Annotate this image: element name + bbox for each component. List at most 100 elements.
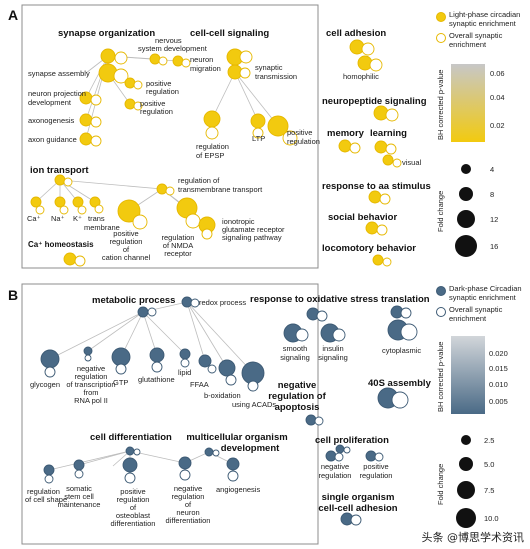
label-cell-diff: cell differentiation bbox=[90, 432, 172, 443]
colorbar-a-tick-1: 0.06 bbox=[490, 69, 505, 78]
colorbar-a-label: BH corrected p-value bbox=[436, 70, 445, 140]
label-synapse-assembly: synapse assembly bbox=[28, 69, 90, 78]
bubble-positive-regulation-1 bbox=[124, 77, 143, 90]
bubble-neuron-projection bbox=[79, 91, 102, 106]
bubble-single-org bbox=[340, 512, 362, 526]
bubble-cell-cell bbox=[226, 48, 253, 66]
bubble-axonogenesis bbox=[79, 113, 102, 128]
label-somatic-stem: somatic stem cell maintenance bbox=[58, 484, 101, 509]
label-40s: 40S assembly bbox=[368, 378, 432, 389]
colorbar-b-tick-4: 0.005 bbox=[489, 397, 508, 406]
label-redox: redox process bbox=[199, 298, 246, 307]
label-neuron-projection: neuron projection development bbox=[28, 89, 86, 107]
bubble-metabolic bbox=[137, 306, 157, 318]
bubble-synaptic-transmission bbox=[227, 64, 251, 80]
size-a-dot-3 bbox=[457, 210, 475, 228]
label-glutathione: glutathione bbox=[138, 375, 175, 384]
legend-a-item1: Light-phase circadian synaptic enrichment bbox=[449, 10, 520, 28]
label-visual: visual bbox=[402, 158, 422, 167]
size-b-dot-4 bbox=[456, 508, 476, 528]
bubble-neg-apoptosis bbox=[305, 414, 324, 426]
bubble-trans-membrane bbox=[89, 196, 104, 214]
size-b-label: Fold change bbox=[436, 464, 445, 505]
label-reg-transmembrane: regulation of transmembrane transport bbox=[178, 176, 263, 194]
colorbar-b-tick-1: 0.020 bbox=[489, 349, 508, 358]
size-b-dot-3 bbox=[457, 481, 475, 499]
label-nervous-system: nervous system development bbox=[138, 36, 208, 53]
label-smooth-signaling: smooth signaling bbox=[280, 344, 310, 362]
bubble-cell-prolif bbox=[335, 444, 351, 454]
legend-b-item2: Overall synaptic enrichment bbox=[449, 305, 503, 323]
bubble-ltp bbox=[250, 113, 266, 139]
bubble-regulation-epsp bbox=[203, 110, 221, 140]
bubble-positive-regulation-2 bbox=[124, 98, 143, 111]
label-neg-reg-neuron: negative regulation of neuron differentiatio… bbox=[166, 484, 211, 525]
bubble-redox bbox=[181, 296, 200, 308]
label-ca-homeo: Ca⁺ homeostasis bbox=[28, 240, 94, 249]
label-multicell: multicellular organism development bbox=[186, 432, 287, 454]
bubble-synapse-org bbox=[100, 48, 128, 65]
label-negative-regulation: negative regulation bbox=[319, 462, 352, 480]
label-response-aa: response to aa stimulus bbox=[322, 181, 431, 192]
size-a-dot-2 bbox=[459, 187, 473, 201]
label-k: K⁺ bbox=[73, 214, 82, 223]
label-translation: translation bbox=[381, 294, 430, 305]
label-neg-apoptosis: negative regulation of apoptosis bbox=[268, 380, 326, 413]
bubble-axon-guidance bbox=[79, 132, 102, 147]
panel-b-letter: B bbox=[8, 287, 18, 303]
legend-a-item2: Overall synaptic enrichment bbox=[449, 31, 503, 49]
label-using-acads: using ACADs bbox=[232, 400, 276, 409]
panel-a-bubbles bbox=[30, 39, 402, 267]
label-metabolic: metabolic process bbox=[92, 295, 175, 306]
bubble-neg-reg-transcription bbox=[83, 346, 93, 362]
colorbar-a-tick-2: 0.04 bbox=[490, 93, 505, 102]
bubble-using-acads bbox=[241, 361, 265, 392]
panel-b-bubbles bbox=[40, 296, 418, 526]
bubble-oxidative bbox=[306, 307, 328, 322]
bubble-ca bbox=[30, 196, 45, 215]
label-learning: learning bbox=[370, 128, 407, 139]
bubble-pos-reg-osteoblast bbox=[122, 457, 138, 484]
size-b-dot-2 bbox=[459, 457, 473, 471]
bubble-neg-reg-neuron bbox=[178, 456, 192, 481]
label-cell-cell: cell-cell signaling bbox=[190, 28, 269, 39]
label-lipid: lipid bbox=[178, 368, 191, 377]
bubble-neuron-migration bbox=[172, 55, 191, 68]
panel-a-frame bbox=[21, 4, 319, 269]
label-ltp: LTP bbox=[252, 134, 265, 143]
bubble-somatic-stem bbox=[73, 459, 85, 479]
label-social: social behavior bbox=[328, 212, 397, 223]
size-a-dot-4 bbox=[455, 235, 477, 257]
bubble-ca-homeo bbox=[63, 252, 86, 267]
bubble-cell-diff bbox=[125, 446, 141, 456]
label-b-oxidation: b-oxidation bbox=[204, 391, 241, 400]
bubble-cytoplasmic bbox=[387, 319, 418, 341]
bubble-b-oxidation bbox=[218, 359, 237, 386]
panel-a-letter: A bbox=[8, 7, 18, 23]
label-neg-reg-transcription: negative regulation of transcription from RN… bbox=[66, 364, 115, 405]
legend-b: Dark-phase Circadian synaptic enrichment … bbox=[436, 284, 522, 528]
size-b-tick-2: 5.0 bbox=[484, 460, 494, 469]
colorbar-b-label: BH corrected p-value bbox=[436, 342, 445, 412]
label-oxidative: response to oxidative stress bbox=[250, 294, 378, 305]
bubble-40s bbox=[377, 387, 409, 409]
bubble-multicell bbox=[204, 447, 220, 457]
label-memory: memory bbox=[327, 128, 365, 139]
bubble-ion-transport bbox=[54, 174, 73, 187]
colorbar-b-tick-2: 0.015 bbox=[489, 364, 508, 373]
colorbar-b-tick-3: 0.010 bbox=[489, 380, 508, 389]
size-b-tick-3: 7.5 bbox=[484, 486, 494, 495]
label-pos-reg-cation: positive regulation of cation channel bbox=[102, 229, 151, 262]
bubble-response-aa bbox=[368, 190, 391, 205]
bubble-gtp bbox=[111, 347, 131, 375]
label-axonogenesis: axonogenesis bbox=[28, 116, 75, 125]
label-angiogenesis: angiogenesis bbox=[216, 485, 260, 494]
label-ion-transport: ion transport bbox=[30, 165, 89, 176]
label-trans-membrane: trans membrane bbox=[84, 214, 120, 232]
size-a-tick-2: 8 bbox=[490, 190, 494, 199]
label-positive-regulation-2: positive regulation bbox=[140, 99, 173, 116]
label-positive-regulation-3: positive regulation bbox=[287, 128, 320, 146]
bubble-glycogen bbox=[40, 349, 60, 378]
bubble-k bbox=[72, 196, 87, 215]
label-glycogen: glycogen bbox=[30, 380, 60, 389]
